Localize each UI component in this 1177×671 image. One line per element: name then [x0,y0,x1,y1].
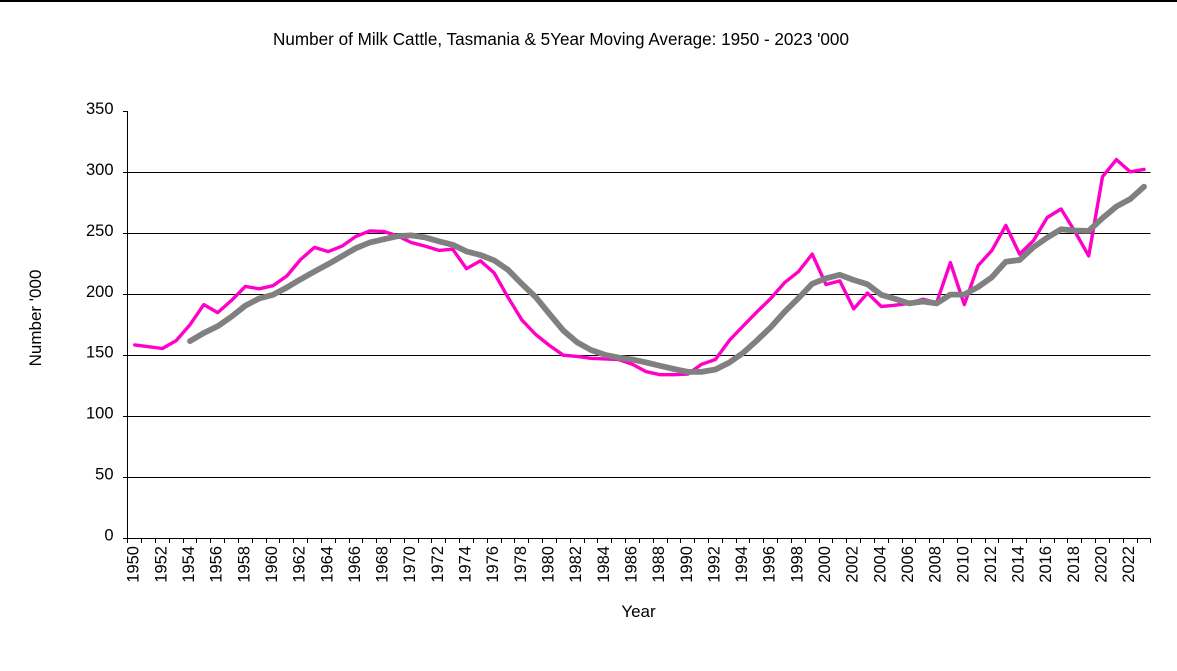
svg-text:2004: 2004 [871,546,889,583]
svg-text:1954: 1954 [180,546,198,583]
svg-text:1978: 1978 [512,546,530,583]
svg-text:150: 150 [86,344,114,362]
svg-text:1962: 1962 [291,546,309,583]
svg-text:1970: 1970 [401,546,419,583]
svg-text:2012: 2012 [982,546,1000,583]
svg-text:1976: 1976 [484,546,502,583]
svg-text:1972: 1972 [429,546,447,583]
svg-text:1980: 1980 [540,546,558,583]
svg-text:1990: 1990 [678,546,696,583]
svg-text:1996: 1996 [761,546,779,583]
svg-text:Year: Year [621,602,656,621]
svg-text:2018: 2018 [1065,546,1083,583]
svg-text:1986: 1986 [622,546,640,583]
svg-text:100: 100 [86,405,114,423]
svg-text:Number of Milk Cattle, Tasmani: Number of Milk Cattle, Tasmania & 5Year … [273,30,849,49]
svg-text:200: 200 [86,283,114,301]
svg-text:2022: 2022 [1120,546,1138,583]
svg-text:2002: 2002 [844,546,862,583]
svg-text:2014: 2014 [1010,546,1028,583]
svg-text:1958: 1958 [235,546,253,583]
svg-text:Number '000: Number '000 [26,270,45,367]
svg-text:2016: 2016 [1037,546,1055,583]
svg-text:250: 250 [86,222,114,240]
svg-text:1992: 1992 [705,546,723,583]
svg-text:1982: 1982 [567,546,585,583]
svg-text:1952: 1952 [152,546,170,583]
svg-text:1966: 1966 [346,546,364,583]
svg-text:2010: 2010 [954,546,972,583]
svg-text:1964: 1964 [318,546,336,583]
svg-text:2020: 2020 [1093,546,1111,583]
svg-text:1950: 1950 [125,546,143,583]
svg-text:2008: 2008 [927,546,945,583]
svg-text:50: 50 [95,466,113,484]
svg-text:2000: 2000 [816,546,834,583]
svg-text:2006: 2006 [899,546,917,583]
svg-text:1998: 1998 [788,546,806,583]
svg-text:300: 300 [86,161,114,179]
svg-text:1956: 1956 [208,546,226,583]
svg-text:1968: 1968 [374,546,392,583]
svg-text:0: 0 [104,527,113,545]
svg-text:1974: 1974 [457,546,475,583]
svg-text:1984: 1984 [595,546,613,583]
svg-text:1988: 1988 [650,546,668,583]
svg-text:1994: 1994 [733,546,751,583]
svg-text:350: 350 [86,100,114,118]
svg-text:1960: 1960 [263,546,281,583]
